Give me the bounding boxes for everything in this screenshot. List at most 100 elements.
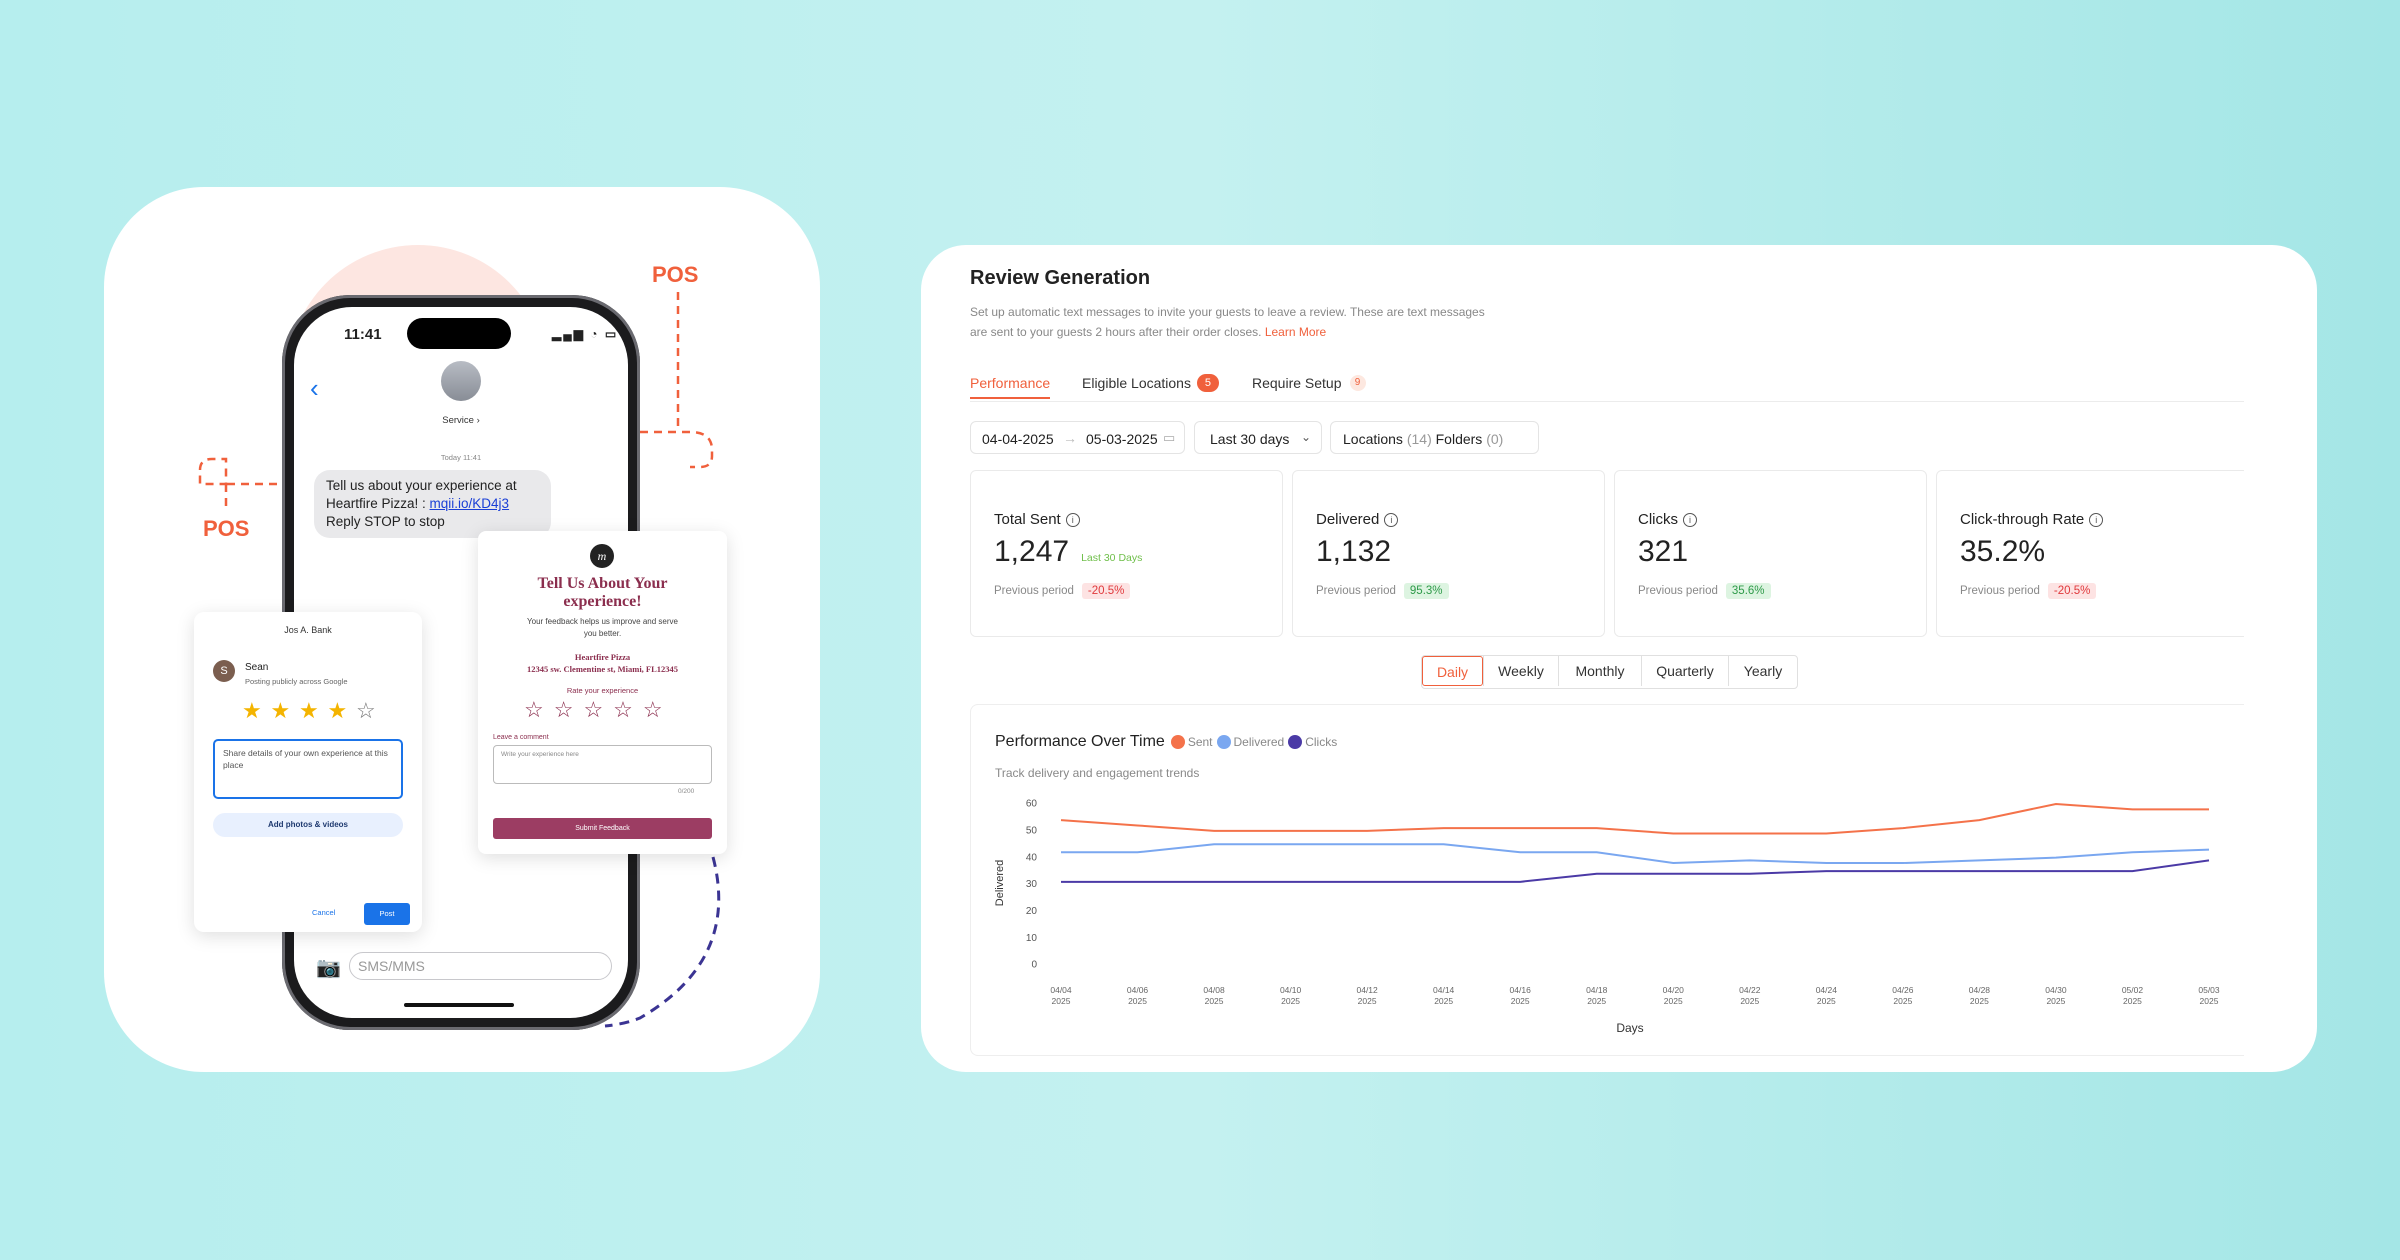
tab-badge: 9: [1349, 375, 1366, 391]
legend-label: Clicks: [1305, 735, 1338, 749]
folders-count: (0): [1486, 431, 1504, 447]
rate-label: Rate your experience: [566, 686, 639, 695]
dashed-curve: [604, 856, 721, 1028]
submit-button[interactable]: Submit Feedback: [493, 818, 712, 839]
camera-icon[interactable]: 📷: [316, 957, 341, 979]
stat-value-row: 35.2%: [1960, 535, 2045, 569]
home-indicator: [404, 1003, 514, 1007]
previous-row: Previous period -20.5%: [994, 583, 1131, 599]
period-toggle: Daily Weekly Monthly Quarterly Yearly: [1421, 655, 1798, 689]
x-tick-label: 04/20 2025: [1662, 985, 1684, 1006]
star[interactable]: ☆: [356, 698, 376, 723]
star[interactable]: ★: [242, 698, 262, 723]
message-input[interactable]: SMS/MMS: [349, 952, 612, 980]
comment-textarea[interactable]: Write your experience here: [493, 745, 712, 784]
google-review-card: Jos A. Bank S Sean Posting publicly acro…: [194, 612, 422, 932]
message-text: Reply STOP to stop: [326, 514, 445, 529]
label-text: Clicks: [1638, 511, 1678, 528]
add-photos-button[interactable]: Add photos & videos: [213, 813, 403, 837]
message-bubble: Tell us about your experience at Heartfi…: [314, 470, 551, 538]
change-badge: 95.3%: [1403, 583, 1449, 599]
tab-label: Require Setup: [1252, 375, 1342, 391]
stat-card: Clicks i 321 Previous period 35.6%: [1614, 470, 1927, 637]
range-label: Last 30 days: [1210, 431, 1290, 447]
back-button[interactable]: ‹: [310, 373, 319, 403]
folders-label: Folders: [1435, 431, 1483, 447]
period-button[interactable]: Yearly: [1728, 656, 1797, 686]
period-button[interactable]: Daily: [1422, 656, 1483, 686]
tab-label: Eligible Locations: [1082, 375, 1191, 391]
business-name: Jos A. Bank: [284, 625, 332, 635]
info-icon[interactable]: i: [1683, 512, 1697, 527]
previous-row: Previous period 95.3%: [1316, 583, 1449, 599]
contact-name: Service ›: [442, 415, 480, 426]
date-range-picker[interactable]: 04-04-2025 → 05-03-2025 ▭: [970, 421, 1185, 454]
range-select[interactable]: Last 30 days ⌄: [1194, 421, 1322, 454]
contact-avatar: [441, 361, 481, 401]
tab[interactable]: Eligible Locations 5: [1082, 369, 1219, 397]
status-time: 11:41: [344, 326, 382, 343]
star[interactable]: ★: [270, 698, 291, 723]
x-tick-label: 04/14 2025: [1433, 985, 1455, 1006]
message-link[interactable]: mqii.io/KD4j3: [429, 496, 510, 511]
star[interactable]: ★: [299, 698, 319, 723]
form-stars[interactable]: ☆☆☆☆☆: [524, 697, 673, 722]
x-tick-label: 04/24 2025: [1815, 985, 1837, 1006]
period-button[interactable]: Quarterly: [1641, 656, 1728, 686]
chart-title: Performance Over Time: [995, 733, 1165, 750]
chevron: ⌄: [1301, 430, 1312, 444]
input-placeholder: SMS/MMS: [358, 958, 425, 974]
dashboard-title: Review Generation: [970, 267, 1151, 289]
legend-label: Sent: [1187, 735, 1213, 749]
stat-value: 1,132: [1316, 535, 1392, 568]
x-tick-label: 04/10 2025: [1279, 985, 1302, 1006]
x-tick-label: 04/28 2025: [1968, 985, 1991, 1006]
dashboard-description: Set up automatic text messages to invite…: [970, 302, 1500, 342]
dashed-line: [198, 457, 228, 486]
user-name: Sean: [245, 662, 269, 673]
tab[interactable]: Performance: [970, 369, 1051, 399]
x-tick-label: 05/03 2025: [2198, 985, 2220, 1006]
tabs-divider: [970, 401, 2244, 402]
period-button[interactable]: Weekly: [1483, 656, 1558, 686]
info-icon[interactable]: i: [2089, 512, 2104, 527]
legend-swatch: [1216, 735, 1231, 749]
stat-label: Delivered i: [1316, 511, 1399, 528]
stat-cards: Total Sent i 1,247 Last 30 Days Previous per…: [970, 470, 2244, 638]
dashboard: Review Generation Set up automatic text …: [970, 245, 2244, 1072]
x-tick-label: 04/18 2025: [1586, 985, 1608, 1006]
chart-card: Performance Over Time Sent Delivered Click…: [970, 704, 2244, 1056]
stat-value: 1,247: [994, 535, 1070, 568]
stat-card: Total Sent i 1,247 Last 30 Days Previous per…: [970, 470, 1283, 637]
post-button[interactable]: Post: [364, 903, 410, 925]
learn-more-link[interactable]: Learn More: [1264, 325, 1327, 339]
location-filter-text: Locations (14) Folders (0): [1343, 431, 1503, 447]
tab[interactable]: Require Setup 9: [1252, 369, 1366, 397]
info-icon[interactable]: i: [1384, 512, 1399, 527]
review-textarea[interactable]: Share details of your own experience at …: [213, 739, 403, 799]
stat-value-row: 1,247 Last 30 Days: [994, 535, 1142, 569]
star[interactable]: ★: [327, 698, 348, 723]
feedback-form-card: m Tell Us About Your experience! Your fe…: [478, 531, 727, 854]
calendar-icon: ▭: [1163, 430, 1176, 445]
pos-label: POS: [652, 262, 699, 287]
locations-count: (14): [1406, 431, 1432, 447]
previous-row: Previous period -20.5%: [1960, 583, 2097, 599]
end-date: 05-03-2025: [1086, 431, 1158, 447]
period-button[interactable]: Monthly: [1558, 656, 1641, 686]
previous-label: Previous period: [1638, 585, 1718, 597]
previous-label: Previous period: [1316, 585, 1396, 597]
chart-subtitle: Track delivery and engagement trends: [995, 766, 1200, 780]
x-tick-label: 04/22 2025: [1739, 985, 1761, 1006]
x-tick-label: 04/12 2025: [1356, 985, 1378, 1006]
description-text: Set up automatic text messages to invite…: [970, 305, 1485, 339]
stat-card: Delivered i 1,132 Previous period 95.3%: [1292, 470, 1605, 637]
stat-value: 321: [1638, 535, 1689, 568]
x-tick-label: 04/08 2025: [1203, 985, 1225, 1006]
label-text: Delivered: [1316, 511, 1380, 528]
chart-header: Performance Over Time Sent Delivered Click…: [995, 733, 1339, 751]
button-label: Post: [379, 909, 395, 918]
cancel-button[interactable]: Cancel: [312, 908, 336, 917]
info-icon[interactable]: i: [1065, 512, 1080, 527]
location-filter[interactable]: Locations (14) Folders (0): [1330, 421, 1539, 454]
